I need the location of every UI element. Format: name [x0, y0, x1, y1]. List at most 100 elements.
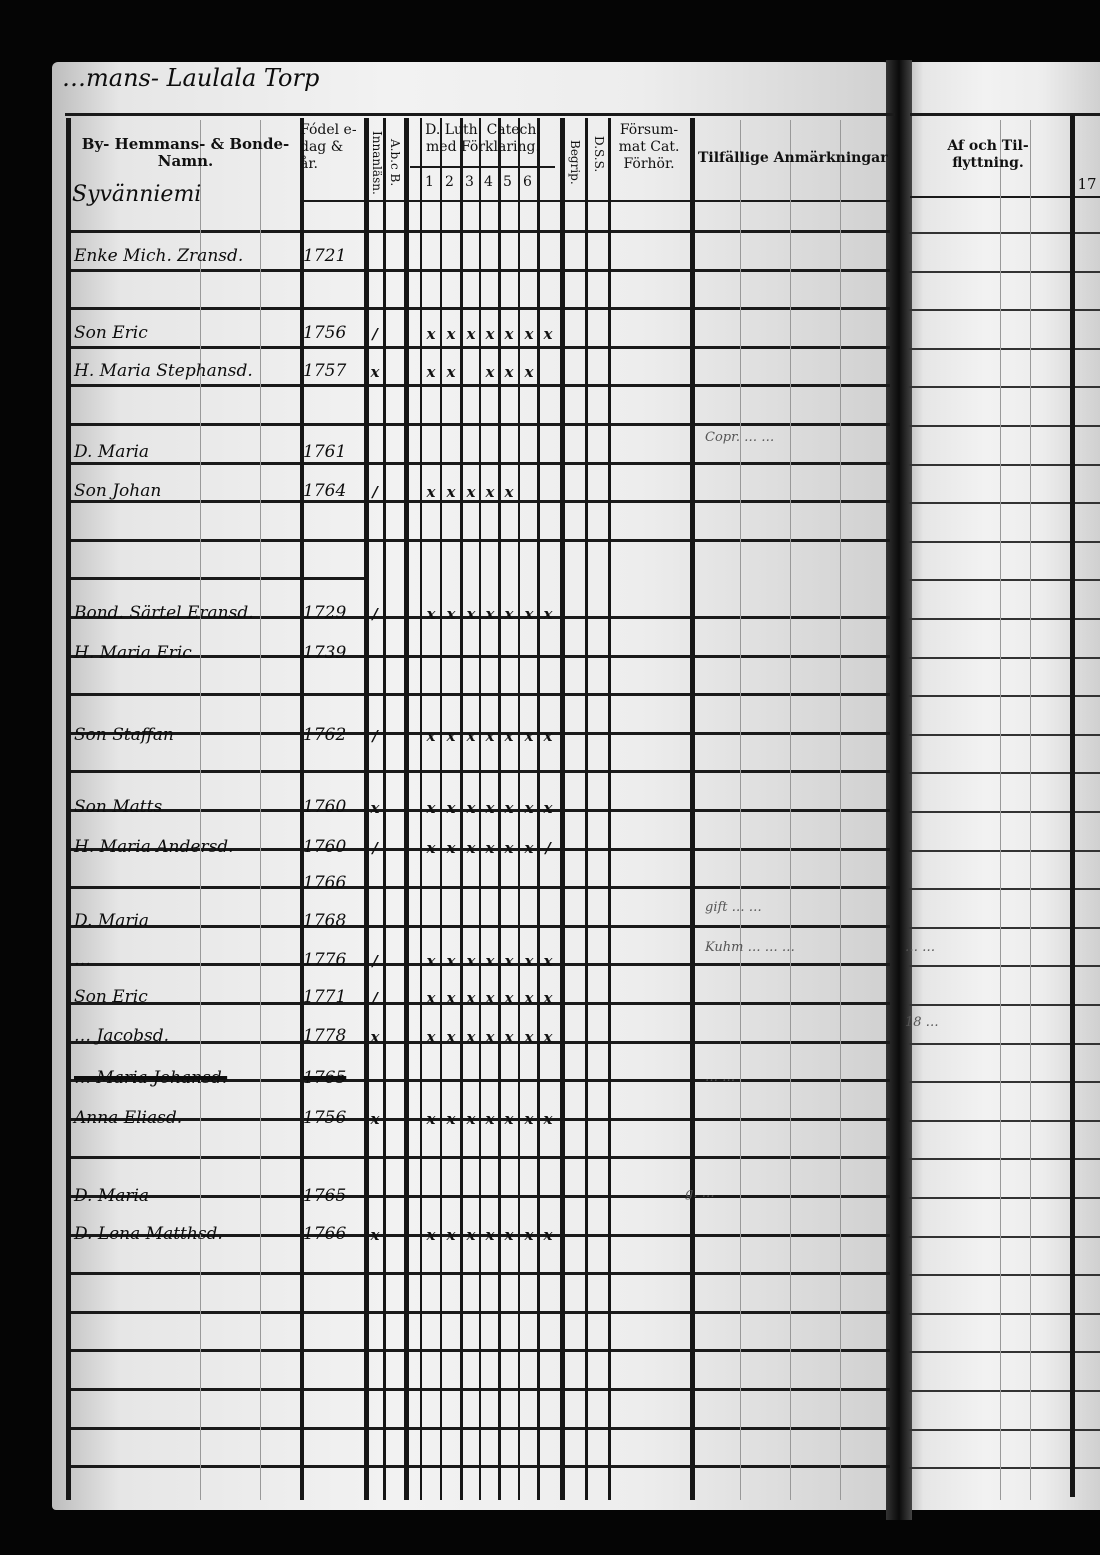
column-rule: [440, 118, 442, 1500]
entry-name: Son Staffan: [74, 725, 174, 745]
column-rule: [460, 118, 463, 1500]
entry-name: Enke Mich. Zransd.: [74, 246, 244, 266]
row-rule: [908, 1119, 1100, 1122]
knowledge-mark: x: [426, 1110, 436, 1128]
knowledge-mark: x: [504, 363, 514, 381]
knowledge-mark: x: [524, 1226, 534, 1244]
knowledge-mark: x: [485, 325, 495, 343]
entry-name: H. Maria Stephansd.: [74, 361, 253, 381]
header-bottom-rule: [910, 196, 1100, 198]
right-page: [908, 62, 1100, 1510]
knowledge-mark: x: [370, 799, 380, 817]
knowledge-mark: /: [372, 325, 378, 343]
knowledge-mark: x: [485, 727, 495, 745]
entry-name: H. Maria Andersd.: [74, 837, 234, 857]
header-dss: D.S.S.: [592, 135, 606, 173]
entry-name: D. Lena Matthsd.: [74, 1224, 223, 1244]
knowledge-mark: x: [524, 363, 534, 381]
knowledge-mark: x: [485, 799, 495, 817]
knowledge-mark: x: [524, 605, 534, 623]
knowledge-mark: x: [504, 989, 514, 1007]
knowledge-mark: x: [485, 363, 495, 381]
entry-birth-year: 1762: [303, 725, 347, 745]
column-rule: [300, 118, 304, 1500]
row-rule: [908, 386, 1100, 389]
faint-rule: [1030, 120, 1031, 1500]
row-rule: [908, 1158, 1100, 1161]
knowledge-mark: x: [446, 363, 456, 381]
knowledge-mark: x: [426, 1028, 436, 1046]
row-rule: [908, 1081, 1100, 1084]
faint-rule: [1000, 120, 1001, 1500]
row-rule: [908, 463, 1100, 466]
entry-birth-year: 1768: [303, 911, 347, 931]
knowledge-mark: x: [485, 989, 495, 1007]
knowledge-mark: x: [485, 483, 495, 501]
knowledge-mark: x: [543, 989, 553, 1007]
header-catechism: D. Luth. Catech. med Förklaring.: [425, 122, 541, 155]
row-rule: [908, 1390, 1100, 1392]
knowledge-mark: x: [446, 799, 456, 817]
knowledge-mark: x: [370, 363, 380, 381]
knowledge-mark: x: [466, 727, 476, 745]
knowledge-mark: x: [466, 989, 476, 1007]
knowledge-mark: x: [446, 1110, 456, 1128]
column-rule: [498, 118, 501, 1500]
left-page: [52, 62, 894, 1510]
knowledge-mark: x: [446, 727, 456, 745]
entry-name: D. Maria: [74, 442, 150, 462]
knowledge-mark: x: [485, 1110, 495, 1128]
entry-birth-year: 1771: [303, 987, 347, 1007]
entry-birth-year: 1764: [303, 481, 347, 501]
row-rule: [908, 1428, 1100, 1431]
knowledge-mark: x: [446, 483, 456, 501]
knowledge-mark: x: [446, 1226, 456, 1244]
column-rule: [608, 118, 611, 1500]
entry-name: Anna Eliasd.: [74, 1108, 183, 1128]
faint-rule: [790, 120, 791, 1500]
row-rule: [908, 1004, 1100, 1006]
knowledge-mark: x: [524, 727, 534, 745]
knowledge-mark: x: [466, 799, 476, 817]
knowledge-mark: /: [372, 727, 378, 745]
remark-note: gift … …: [705, 900, 762, 915]
knowledge-mark: x: [370, 1226, 380, 1244]
catechism-subrule: [410, 166, 555, 168]
knowledge-mark: x: [504, 605, 514, 623]
header-bottom-rule: [300, 200, 890, 202]
row-rule: [908, 849, 1100, 852]
header-moving: Af och Til-flyttning.: [947, 138, 1029, 171]
knowledge-mark: x: [466, 1110, 476, 1128]
knowledge-mark: x: [504, 1028, 514, 1046]
entry-birth-year: 1757: [303, 361, 347, 381]
row-rule: [908, 1042, 1100, 1045]
faint-rule: [840, 120, 841, 1500]
entry-birth-year: 1721: [303, 246, 347, 266]
knowledge-mark: x: [504, 727, 514, 745]
knowledge-mark: x: [370, 1028, 380, 1046]
entry-birth-year: 1756: [303, 1108, 347, 1128]
knowledge-mark: x: [426, 727, 436, 745]
knowledge-mark: x: [426, 989, 436, 1007]
row-rule: [908, 926, 1100, 929]
entry-birth-year: 1760: [303, 837, 347, 857]
moving-note: 18 …: [905, 1015, 939, 1030]
knowledge-mark: x: [485, 952, 495, 970]
entry-name: Son Matts: [74, 797, 163, 817]
row-rule: [908, 579, 1100, 582]
knowledge-mark: x: [504, 952, 514, 970]
knowledge-mark: x: [446, 839, 456, 857]
knowledge-mark: x: [485, 839, 495, 857]
column-rule: [518, 118, 520, 1500]
faint-rule: [260, 120, 261, 1500]
column-rule: [560, 118, 565, 1500]
knowledge-mark: /: [545, 839, 551, 857]
knowledge-mark: x: [426, 839, 436, 857]
entry-birth-year: 1776: [303, 950, 347, 970]
knowledge-mark: x: [426, 483, 436, 501]
row-rule: [908, 618, 1100, 620]
row-rule: [908, 656, 1100, 659]
knowledge-mark: x: [426, 325, 436, 343]
row-rule: [908, 811, 1100, 813]
